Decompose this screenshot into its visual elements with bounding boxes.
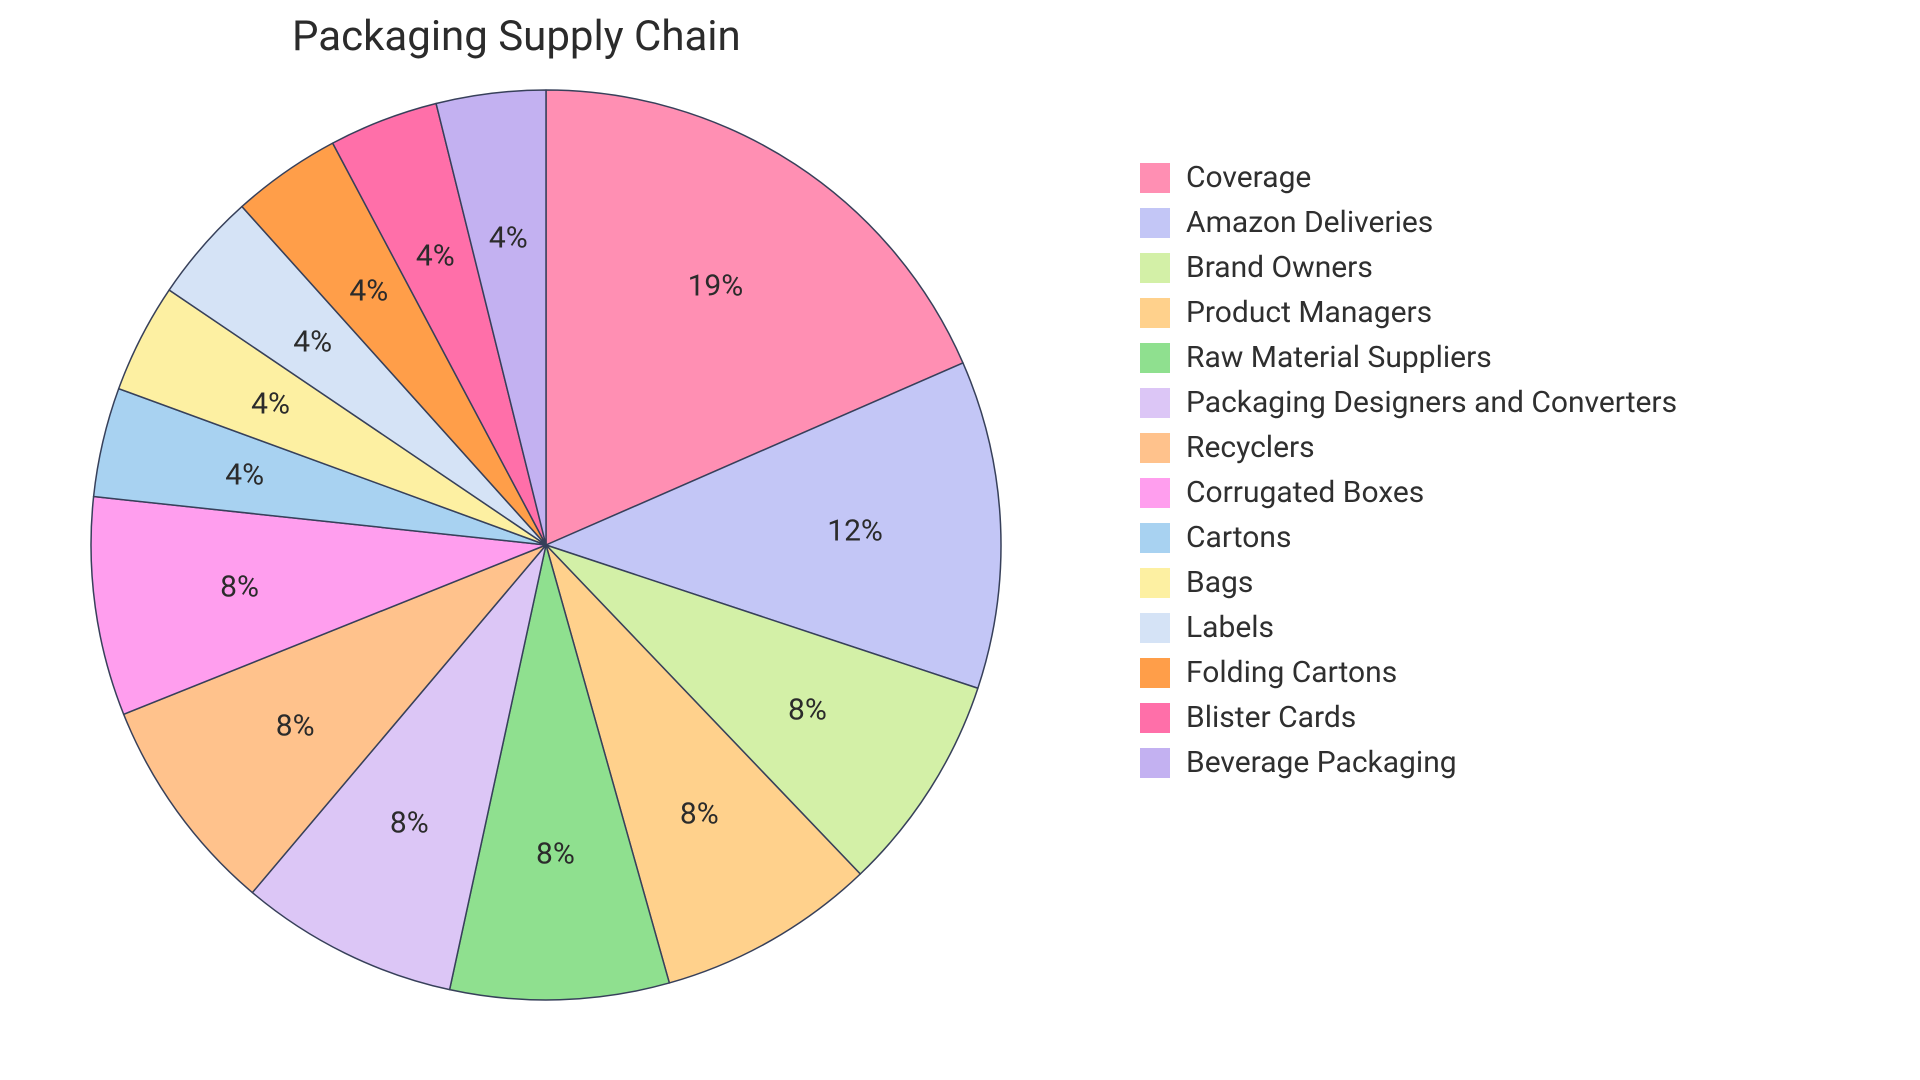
- legend-swatch: [1140, 343, 1170, 373]
- legend-item: Brand Owners: [1140, 250, 1677, 285]
- legend-swatch: [1140, 388, 1170, 418]
- legend-label: Cartons: [1186, 520, 1291, 555]
- slice-label: 8%: [390, 805, 429, 840]
- legend-swatch: [1140, 433, 1170, 463]
- legend-item: Labels: [1140, 610, 1677, 645]
- slice-label: 8%: [220, 570, 259, 605]
- legend-item: Recyclers: [1140, 430, 1677, 465]
- legend-item: Product Managers: [1140, 295, 1677, 330]
- slice-label: 8%: [788, 693, 827, 728]
- legend: Coverage Amazon Deliveries Brand Owners Pro…: [1140, 160, 1677, 790]
- legend-swatch: [1140, 523, 1170, 553]
- legend-label: Packaging Designers and Converters: [1186, 385, 1677, 420]
- legend-swatch: [1140, 568, 1170, 598]
- legend-item: Beverage Packaging: [1140, 745, 1677, 780]
- legend-label: Raw Material Suppliers: [1186, 340, 1492, 375]
- legend-item: Cartons: [1140, 520, 1677, 555]
- slice-labels-layer: 19%12%8%8%8%8%8%8%4%4%4%4%4%4%: [89, 88, 1003, 1002]
- chart-container: Packaging Supply Chain 19% 12% 8% 8% 8% 8% 8% 8…: [0, 0, 1920, 1080]
- slice-label: 4%: [349, 274, 388, 309]
- legend-label: Labels: [1186, 610, 1274, 645]
- legend-label: Bags: [1186, 565, 1253, 600]
- slice-label: 4%: [416, 239, 455, 274]
- legend-item: Blister Cards: [1140, 700, 1677, 735]
- slice-label: 19%: [688, 269, 744, 304]
- legend-swatch: [1140, 208, 1170, 238]
- slice-label: 4%: [489, 220, 528, 255]
- slice-label: 12%: [827, 513, 883, 548]
- legend-label: Recyclers: [1186, 430, 1315, 465]
- legend-item: Folding Cartons: [1140, 655, 1677, 690]
- slice-label: 4%: [293, 324, 332, 359]
- pie-chart: 19%12%8%8%8%8%8%8%4%4%4%4%4%4%: [89, 88, 1003, 1002]
- legend-label: Blister Cards: [1186, 700, 1356, 735]
- legend-swatch: [1140, 298, 1170, 328]
- legend-label: Coverage: [1186, 160, 1311, 195]
- legend-swatch: [1140, 613, 1170, 643]
- slice-label: 4%: [225, 457, 264, 492]
- legend-label: Corrugated Boxes: [1186, 475, 1424, 510]
- chart-title: Packaging Supply Chain: [292, 12, 741, 61]
- legend-label: Folding Cartons: [1186, 655, 1397, 690]
- slice-label: 8%: [276, 709, 315, 744]
- slice-label: 8%: [680, 796, 719, 831]
- legend-swatch: [1140, 163, 1170, 193]
- legend-swatch: [1140, 748, 1170, 778]
- slice-label: 8%: [536, 837, 575, 872]
- legend-item: Packaging Designers and Converters: [1140, 385, 1677, 420]
- legend-label: Amazon Deliveries: [1186, 205, 1433, 240]
- legend-swatch: [1140, 703, 1170, 733]
- legend-item: Raw Material Suppliers: [1140, 340, 1677, 375]
- legend-swatch: [1140, 253, 1170, 283]
- slice-label: 4%: [251, 387, 290, 422]
- legend-label: Product Managers: [1186, 295, 1432, 330]
- legend-swatch: [1140, 478, 1170, 508]
- legend-item: Bags: [1140, 565, 1677, 600]
- legend-label: Brand Owners: [1186, 250, 1373, 285]
- legend-swatch: [1140, 658, 1170, 688]
- legend-item: Corrugated Boxes: [1140, 475, 1677, 510]
- legend-item: Coverage: [1140, 160, 1677, 195]
- legend-item: Amazon Deliveries: [1140, 205, 1677, 240]
- legend-label: Beverage Packaging: [1186, 745, 1457, 780]
